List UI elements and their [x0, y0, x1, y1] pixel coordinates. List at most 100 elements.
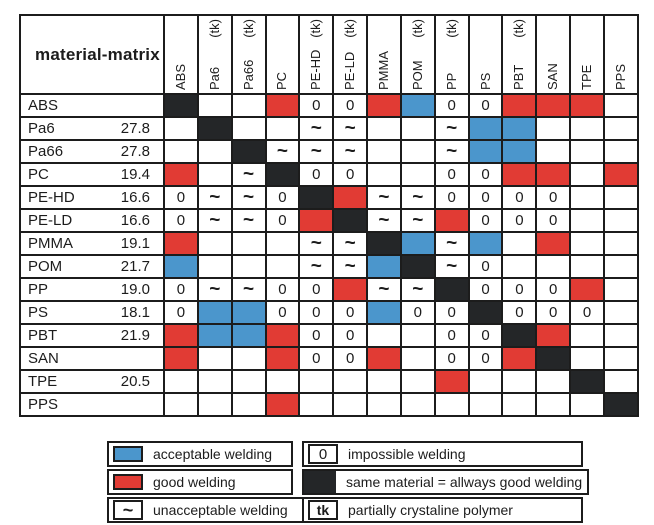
column-header-label: ABS: [173, 19, 189, 90]
matrix-cell-pe-ld-pbt: 0: [501, 208, 538, 233]
row-label: Pa66: [28, 143, 64, 160]
matrix-cell-pp-ps: 0: [467, 277, 504, 302]
matrix-cell-pbt-pbt: [501, 323, 538, 348]
matrix-cell-pp-abs: 0: [163, 277, 199, 302]
matrix-cell-ps-pe-ld: 0: [332, 300, 369, 325]
matrix-cell-pmma-pom: [399, 231, 436, 256]
matrix-cell-ps-pa6: [196, 300, 233, 325]
matrix-cell-pbt-tpe: [569, 323, 605, 348]
row-label: PPS: [28, 396, 59, 413]
matrix-cell-pbt-pom: [399, 323, 436, 348]
tk-mark: (tk): [443, 19, 459, 38]
matrix-cell-pps-ps: [467, 392, 504, 417]
matrix-row-pe-ld: PE-LD 16.6 0 ~ ~0 ~ ~0 0 0: [19, 208, 640, 233]
matrix-row-pe-hd: PE-HD 16.6 0 ~ ~0 ~ ~0 0 0 0: [19, 185, 640, 210]
matrix-cell-pom-pp: ~: [433, 254, 470, 279]
row-header-pa6: Pa6 27.8: [19, 116, 165, 141]
matrix-cell-pa6-tpe: [569, 116, 605, 141]
matrix-cell-abs-pe-hd: 0: [298, 93, 335, 118]
matrix-cell-pom-pc: [264, 254, 301, 279]
matrix-cell-tpe-pmma: [366, 369, 402, 394]
matrix-cell-abs-tpe: [569, 93, 605, 118]
matrix-cell-pa6-pps: [602, 116, 640, 141]
matrix-row-san: SAN 0 0 0 0: [19, 346, 640, 371]
row-label: PE-HD: [28, 189, 75, 206]
column-header-label: PC: [274, 19, 290, 90]
matrix-title-cell: material-matrix: [19, 14, 165, 95]
matrix-cell-pe-ld-san: 0: [535, 208, 572, 233]
matrix-cell-pe-ld-pc: 0: [264, 208, 301, 233]
matrix-cell-san-pe-hd: 0: [298, 346, 335, 371]
matrix-cell-san-pmma: [366, 346, 402, 371]
matrix-cell-pa6-pe-hd: ~: [298, 116, 335, 141]
matrix-cell-pc-pps: [602, 162, 640, 187]
column-name: Pa66: [240, 59, 256, 90]
column-name: PMMA: [375, 51, 391, 90]
matrix-cell-ps-ps: [467, 300, 504, 325]
matrix-cell-pa6-pc: [264, 116, 301, 141]
matrix-cell-san-pbt: [501, 346, 538, 371]
matrix-cell-pmma-pc: [264, 231, 301, 256]
row-value: 27.8: [120, 120, 150, 137]
matrix-cell-pps-pc: [264, 392, 301, 417]
matrix-cell-san-pps: [602, 346, 640, 371]
matrix-cell-pps-pa66: [230, 392, 267, 417]
column-name: PS: [477, 72, 493, 90]
matrix-cell-pmma-pmma: [366, 231, 402, 256]
column-name: Pa6: [206, 66, 222, 90]
matrix-cell-pp-pp: [433, 277, 470, 302]
matrix-cell-san-pp: 0: [433, 346, 470, 371]
matrix-cell-san-pom: [399, 346, 436, 371]
column-name: PE-HD: [308, 49, 324, 90]
matrix-cell-pa66-ps: [467, 139, 504, 164]
matrix-cell-pa66-san: [535, 139, 572, 164]
column-header-label: Pa6 (tk): [207, 19, 223, 90]
matrix-cell-ps-pe-hd: 0: [298, 300, 335, 325]
row-header-inner: ABS: [21, 96, 163, 115]
matrix-cell-pps-pe-ld: [332, 392, 369, 417]
matrix-cell-pmma-pe-ld: ~: [332, 231, 369, 256]
matrix-cell-pe-ld-pa6: ~: [196, 208, 233, 233]
matrix-cell-pe-hd-pc: 0: [264, 185, 301, 210]
row-label: ABS: [28, 97, 59, 114]
matrix-cell-pmma-abs: [163, 231, 199, 256]
column-name: PP: [443, 72, 459, 90]
matrix-cell-pbt-ps: 0: [467, 323, 504, 348]
matrix-cell-pps-abs: [163, 392, 199, 417]
matrix-cell-pc-pbt: [501, 162, 538, 187]
column-header-label: PPS: [613, 19, 629, 90]
column-header-pp: PP (tk): [433, 14, 470, 95]
matrix-row-pc: PC 19.4 ~0 0 0 0: [19, 162, 640, 187]
matrix-cell-pa6-pa66: [230, 116, 267, 141]
column-header-pps: PPS: [602, 14, 640, 95]
row-header-inner: PP 19.0: [21, 280, 163, 299]
matrix-cell-pe-ld-pps: [602, 208, 640, 233]
matrix-cell-pom-pbt: [501, 254, 538, 279]
column-header-pa66: Pa66 (tk): [230, 14, 267, 95]
matrix-cell-pbt-pps: [602, 323, 640, 348]
matrix-cell-pps-pe-hd: [298, 392, 335, 417]
matrix-title: material-matrix: [35, 44, 160, 64]
column-header-label: PMMA: [376, 19, 392, 90]
matrix-cell-pe-hd-pe-hd: [298, 185, 335, 210]
tk-mark: (tk): [206, 19, 222, 38]
matrix-header: material-matrix ABS Pa6 (tk) Pa66 (tk) PC PE-H…: [19, 14, 640, 95]
column-header-ps: PS: [467, 14, 504, 95]
matrix-cell-tpe-abs: [163, 369, 199, 394]
row-value: 16.6: [120, 212, 150, 229]
matrix-cell-pps-pa6: [196, 392, 233, 417]
matrix-cell-pa6-pa6: [196, 116, 233, 141]
matrix-cell-abs-ps: 0: [467, 93, 504, 118]
column-header-label: PBT (tk): [511, 19, 527, 90]
column-name: PE-LD: [342, 51, 358, 90]
matrix-cell-pa66-pc: ~: [264, 139, 301, 164]
column-header-pa6: Pa6 (tk): [196, 14, 233, 95]
row-header-pps: PPS: [19, 392, 165, 417]
matrix-cell-pc-pa6: [196, 162, 233, 187]
column-header-label: TPE: [579, 19, 595, 90]
tk-mark: (tk): [511, 19, 527, 38]
column-header-label: PE-HD (tk): [308, 19, 324, 90]
matrix-cell-tpe-pps: [602, 369, 640, 394]
matrix-cell-pa66-pom: [399, 139, 436, 164]
figure-material-matrix: material-matrix ABS Pa6 (tk) Pa66 (tk) PC PE-H…: [19, 14, 640, 523]
